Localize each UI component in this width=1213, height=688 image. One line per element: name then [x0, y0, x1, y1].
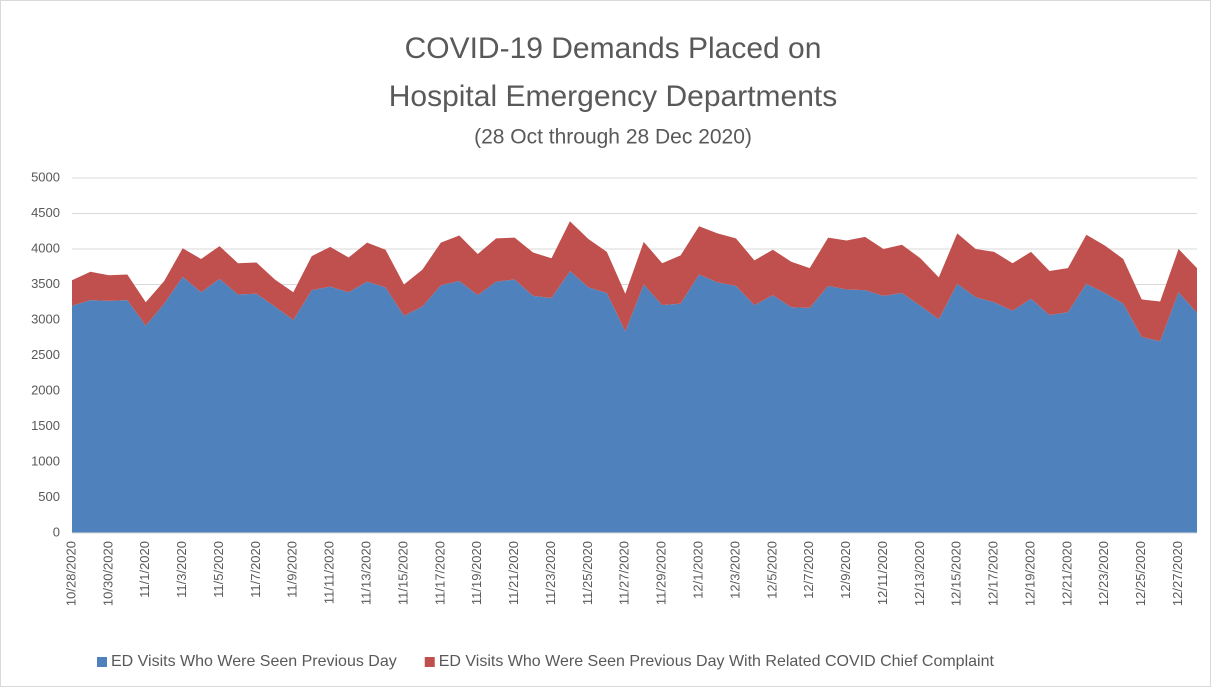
x-tick-label: 10/28/2020 [63, 541, 78, 606]
x-tick-label: 11/17/2020 [432, 541, 447, 605]
area [72, 271, 1197, 533]
x-tick-label: 12/11/2020 [875, 541, 890, 605]
y-tick-label: 5000 [31, 169, 60, 184]
x-tick-label: 12/7/2020 [801, 541, 816, 599]
chart-title: COVID-19 Demands Placed on [405, 32, 822, 65]
x-tick-label: 12/3/2020 [727, 541, 742, 599]
x-tick-label: 12/23/2020 [1096, 541, 1111, 606]
y-tick-label: 3000 [31, 311, 60, 326]
x-tick-label: 11/7/2020 [248, 541, 263, 598]
x-tick-label: 11/19/2020 [469, 541, 484, 605]
x-tick-label: 12/13/2020 [912, 541, 927, 606]
x-tick-label: 11/25/2020 [580, 541, 595, 605]
area [72, 221, 1197, 342]
x-tick-label: 11/11/2020 [322, 541, 337, 604]
x-tick-label: 12/19/2020 [1022, 541, 1037, 606]
x-tick-label: 11/27/2020 [617, 541, 632, 605]
x-tick-label: 12/25/2020 [1133, 541, 1148, 606]
legend-label: ED Visits Who Were Seen Previous Day [111, 653, 397, 670]
legend-swatch [424, 657, 435, 667]
x-tick-label: 11/1/2020 [137, 541, 152, 598]
legend-swatch [97, 657, 107, 667]
y-tick-label: 4000 [31, 240, 60, 255]
x-tick-label: 12/5/2020 [764, 541, 779, 599]
x-tick-label: 11/9/2020 [285, 541, 300, 598]
x-tick-label: 11/5/2020 [211, 541, 226, 598]
chart-subtitle: (28 Oct through 28 Dec 2020) [474, 126, 752, 149]
x-tick-label: 12/1/2020 [690, 541, 705, 599]
x-tick-label: 11/15/2020 [395, 541, 410, 605]
y-tick-label: 2000 [31, 382, 60, 397]
x-tick-label: 11/23/2020 [543, 541, 558, 605]
chart-title: Hospital Emergency Departments [389, 80, 838, 113]
x-tick-label: 10/30/2020 [100, 541, 115, 606]
x-tick-label: 11/29/2020 [654, 541, 669, 605]
x-tick-label: 12/15/2020 [949, 541, 964, 606]
y-tick-label: 4500 [31, 205, 60, 220]
x-tick-label: 12/27/2020 [1170, 541, 1185, 606]
x-tick-label: 12/17/2020 [986, 541, 1001, 606]
y-tick-label: 1000 [31, 453, 60, 468]
y-tick-label: 1500 [31, 418, 60, 433]
y-tick-label: 2500 [31, 347, 60, 362]
y-tick-label: 500 [38, 489, 60, 504]
x-tick-label: 11/13/2020 [359, 541, 374, 605]
x-tick-label: 11/21/2020 [506, 541, 521, 605]
y-tick-label: 3500 [31, 276, 60, 291]
x-tick-label: 12/9/2020 [838, 541, 853, 599]
x-tick-label: 12/21/2020 [1059, 541, 1074, 606]
x-tick-label: 11/3/2020 [174, 541, 189, 598]
y-tick-label: 0 [53, 524, 60, 539]
legend-label: ED Visits Who Were Seen Previous Day Wit… [439, 653, 995, 670]
